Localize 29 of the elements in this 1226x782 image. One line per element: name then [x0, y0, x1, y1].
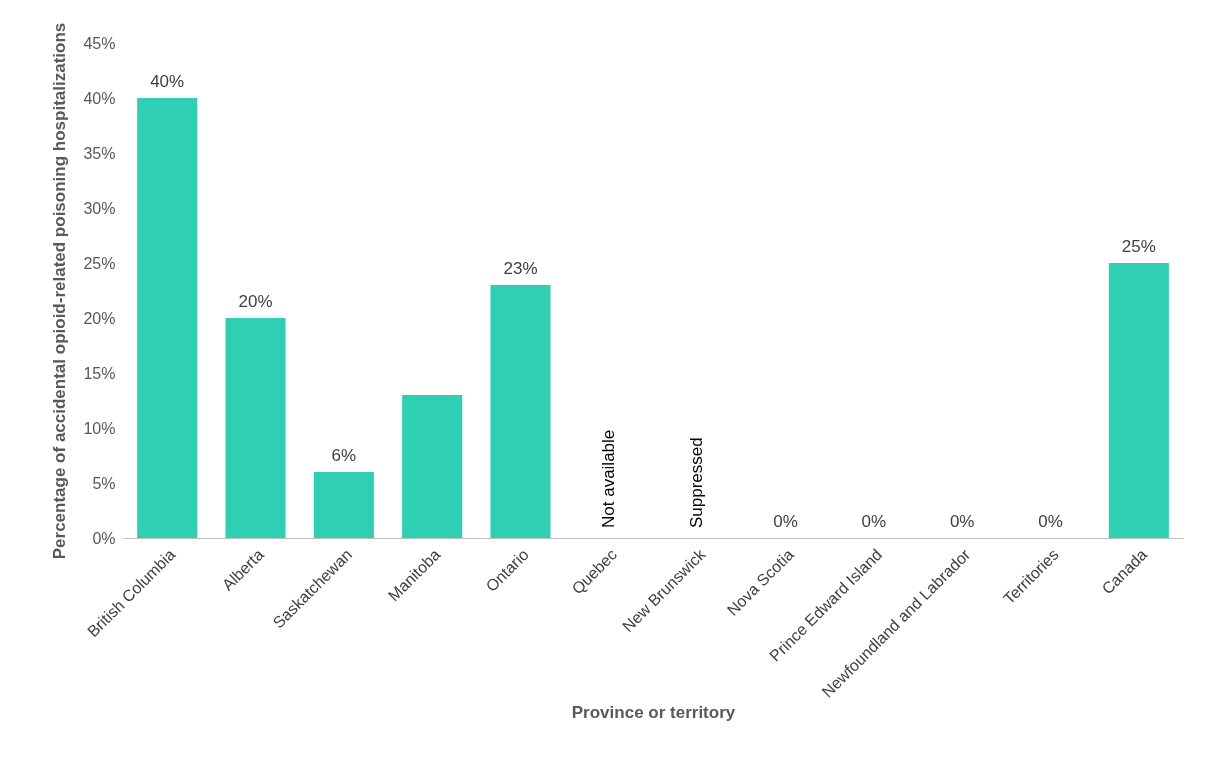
- data-label: 6%: [331, 446, 357, 465]
- bar: [225, 318, 286, 538]
- y-tick-label: 25%: [83, 254, 116, 272]
- bar: [137, 98, 198, 538]
- y-tick-label: 40%: [83, 89, 116, 107]
- y-tick-label: 15%: [83, 364, 116, 382]
- data-label: 20%: [238, 292, 273, 311]
- data-label: 0%: [949, 512, 975, 531]
- y-tick-label: 10%: [83, 419, 116, 437]
- data-label: 40%: [150, 72, 185, 91]
- text: Suppressed: [687, 437, 707, 528]
- data-label: 23%: [503, 259, 538, 278]
- y-tick-label: 5%: [92, 474, 116, 492]
- bar: [402, 395, 463, 538]
- bar: [490, 285, 551, 538]
- bar: [1108, 263, 1169, 538]
- data-label: 0%: [773, 512, 798, 531]
- data-label: 0%: [861, 512, 887, 531]
- y-tick-label: 30%: [83, 199, 116, 217]
- y-tick-label: 35%: [83, 144, 116, 162]
- y-axis-title: Percentage of accidental opioid-related poisoning hospitalizations: [50, 22, 70, 560]
- data-label: 25%: [1121, 237, 1156, 256]
- y-tick-label: 20%: [83, 309, 116, 327]
- text: Not available: [598, 429, 618, 528]
- bar: [313, 472, 374, 538]
- y-tick-label: 0%: [92, 529, 116, 547]
- y-tick-label: 45%: [83, 34, 116, 52]
- x-axis-title: Province or territory: [571, 702, 736, 722]
- data-label: 0%: [1038, 512, 1063, 531]
